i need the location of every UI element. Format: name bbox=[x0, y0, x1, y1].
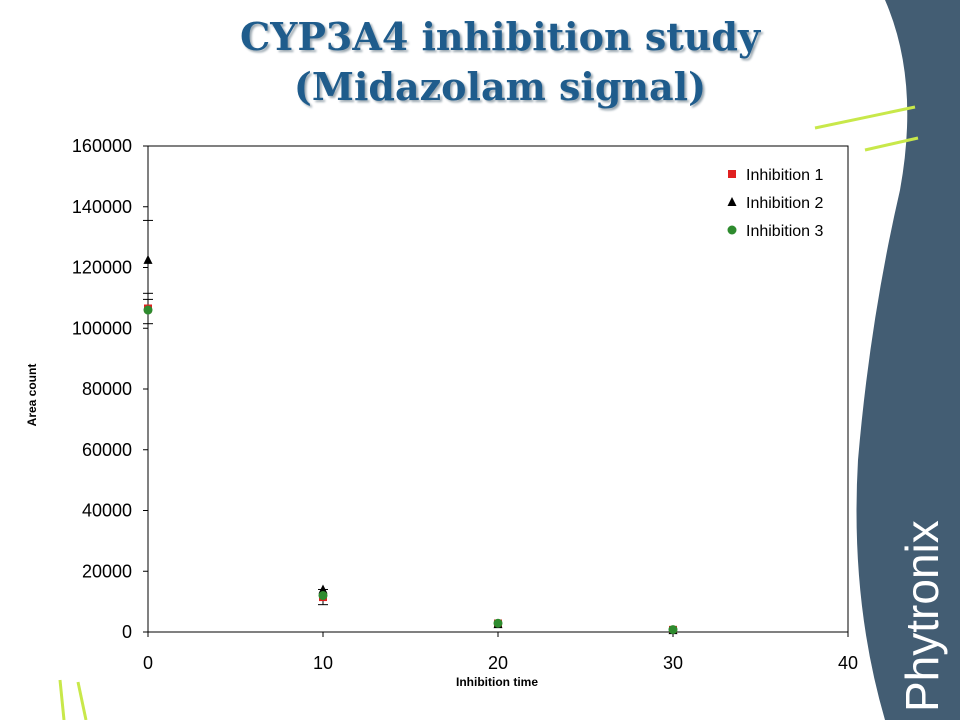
y-tick-label: 120000 bbox=[72, 258, 132, 278]
accent-line bbox=[864, 136, 919, 152]
y-tick-label: 40000 bbox=[82, 501, 132, 521]
y-tick-label: 80000 bbox=[82, 379, 132, 399]
x-axis: 0 10 20 30 40 bbox=[143, 632, 858, 673]
data-point bbox=[668, 625, 678, 635]
data-point bbox=[143, 254, 153, 264]
y-tick-label: 140000 bbox=[72, 197, 132, 217]
data-point bbox=[493, 618, 503, 628]
accent-line bbox=[814, 105, 916, 130]
accent-line bbox=[58, 679, 66, 720]
y-tick-label: 160000 bbox=[72, 136, 132, 156]
data-point bbox=[143, 305, 153, 315]
y-tick-label: 100000 bbox=[72, 318, 132, 338]
logo-text: Phytronix bbox=[896, 520, 948, 712]
x-tick-label: 10 bbox=[313, 653, 333, 673]
legend-label: Inhibition 1 bbox=[746, 167, 823, 184]
legend-marker bbox=[727, 197, 737, 206]
y-tick-label: 0 bbox=[122, 622, 132, 642]
plot-area bbox=[147, 145, 849, 633]
legend-marker bbox=[728, 170, 736, 178]
y-axis-title: Area count bbox=[25, 364, 39, 427]
y-tick-label: 20000 bbox=[82, 561, 132, 581]
legend-label: Inhibition 2 bbox=[746, 195, 823, 212]
sidebar-panel bbox=[856, 0, 960, 720]
x-axis-title: Inhibition time bbox=[456, 675, 538, 689]
data-point bbox=[318, 584, 328, 594]
y-axis: 0 20000 40000 60000 80000 100000 120000 140000 1… bbox=[72, 136, 148, 642]
legend: Inhibition 1 Inhibition 2 Inhibition 3 bbox=[727, 167, 823, 240]
accent-line bbox=[76, 681, 88, 720]
x-tick-label: 30 bbox=[663, 653, 683, 673]
chart-marks bbox=[143, 219, 678, 635]
data-point bbox=[318, 591, 328, 601]
slide-title-line-2: (Midazolam signal) bbox=[293, 64, 707, 109]
legend-label: Inhibition 3 bbox=[746, 223, 823, 240]
slide-title-line-1: CYP3A4 inhibition study bbox=[239, 14, 761, 59]
legend-marker bbox=[727, 225, 737, 235]
x-tick-label: 20 bbox=[488, 653, 508, 673]
x-tick-label: 0 bbox=[143, 653, 153, 673]
y-tick-label: 60000 bbox=[82, 440, 132, 460]
x-tick-label: 40 bbox=[838, 653, 858, 673]
